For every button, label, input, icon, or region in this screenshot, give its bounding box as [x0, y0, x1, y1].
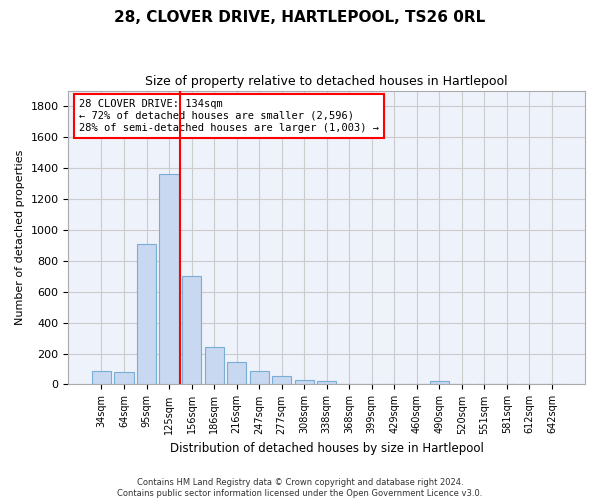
Y-axis label: Number of detached properties: Number of detached properties [15, 150, 25, 325]
Bar [115, 372, 134, 384]
Bar [137, 244, 156, 384]
Bar [317, 382, 336, 384]
Text: 28, CLOVER DRIVE, HARTLEPOOL, TS26 0RL: 28, CLOVER DRIVE, HARTLEPOOL, TS26 0RL [115, 10, 485, 25]
Bar [272, 376, 291, 384]
Bar [92, 370, 111, 384]
Bar [295, 380, 314, 384]
Text: Contains HM Land Registry data © Crown copyright and database right 2024.
Contai: Contains HM Land Registry data © Crown c… [118, 478, 482, 498]
Bar [250, 370, 269, 384]
Bar [205, 346, 224, 385]
Bar [160, 174, 179, 384]
Bar [227, 362, 246, 384]
Bar [430, 382, 449, 384]
Bar [182, 276, 201, 384]
Title: Size of property relative to detached houses in Hartlepool: Size of property relative to detached ho… [145, 75, 508, 88]
Text: 28 CLOVER DRIVE: 134sqm
← 72% of detached houses are smaller (2,596)
28% of semi: 28 CLOVER DRIVE: 134sqm ← 72% of detache… [79, 100, 379, 132]
X-axis label: Distribution of detached houses by size in Hartlepool: Distribution of detached houses by size … [170, 442, 484, 455]
